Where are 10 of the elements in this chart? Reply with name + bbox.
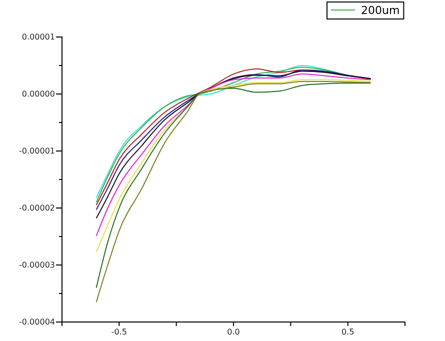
y-tick-label: -0.00002: [19, 204, 55, 213]
y-tick-label: -0.00003: [19, 260, 55, 270]
legend-label: 200um: [361, 4, 400, 17]
y-tick-label: 0.00000: [22, 90, 55, 99]
x-tick-label: 0.5: [341, 328, 354, 337]
x-tick-label: -0.5: [111, 328, 127, 337]
y-tick-label: -0.00001: [19, 146, 55, 156]
x-tick-label: 0.0: [227, 328, 240, 337]
y-tick-label: 0.00001: [22, 32, 55, 42]
y-tick-label: -0.00004: [19, 318, 55, 327]
